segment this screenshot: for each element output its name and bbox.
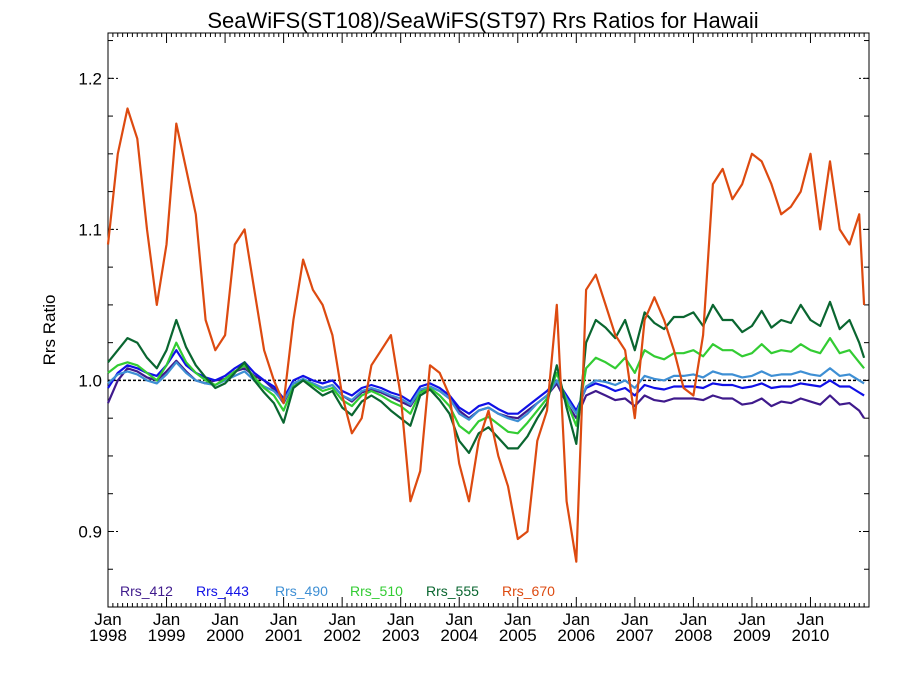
legend-entry: Rrs_555 [426,583,479,599]
legend-entry: Rrs_490 [275,583,328,599]
legend-entry: Rrs_670 [502,583,555,599]
x-tick-label-month: Jan [738,610,765,629]
legend-entry: Rrs_412 [120,583,173,599]
x-tick-label-year: 2001 [265,626,303,645]
chart-title: SeaWiFS(ST108)/SeaWiFS(ST97) Rrs Ratios … [207,8,758,33]
x-tick-label-month: Jan [211,610,238,629]
x-tick-label-month: Jan [621,610,648,629]
legend-entry: Rrs_443 [196,583,249,599]
x-tick-label-year: 2010 [792,626,830,645]
series-line-rrs-490 [107,361,865,423]
x-tick-label-month: Jan [504,610,531,629]
series-line-rrs-443 [107,349,865,415]
x-tick-label-month: Jan [446,610,473,629]
x-tick-label-month: Jan [680,610,707,629]
x-tick-label-year: 2002 [323,626,361,645]
x-tick-label-year: 2005 [499,626,537,645]
x-tick-label-month: Jan [270,610,297,629]
x-tick-label-year: 1998 [89,626,127,645]
plot-area: 0.91.01.11.2Jan1998Jan1999Jan2000Jan2001… [78,33,869,645]
x-tick-label-month: Jan [563,610,590,629]
x-tick-label-month: Jan [797,610,824,629]
x-tick-label-year: 2006 [557,626,595,645]
y-tick-label: 1.0 [78,371,102,390]
y-axis-label: Rrs Ratio [40,295,59,366]
y-tick-label: 1.1 [78,220,102,239]
series-line-rrs-412 [106,359,866,420]
x-tick-label-month: Jan [387,610,414,629]
y-tick-label: 0.9 [78,522,102,541]
x-tick-label-year: 2008 [674,626,712,645]
x-tick-label-month: Jan [94,610,121,629]
x-tick-label-year: 2007 [616,626,654,645]
series-line-rrs-555 [107,300,866,454]
x-tick-label-year: 2009 [733,626,771,645]
x-tick-label-year: 2003 [382,626,420,645]
y-tick-label: 1.2 [78,69,102,88]
legend-entry: Rrs_510 [350,583,403,599]
x-tick-label-year: 1999 [148,626,186,645]
x-tick-label-month: Jan [328,610,355,629]
x-tick-label-month: Jan [153,610,180,629]
series-line-rrs-670 [106,107,866,563]
x-tick-label-year: 2000 [206,626,244,645]
x-tick-label-year: 2004 [440,626,478,645]
